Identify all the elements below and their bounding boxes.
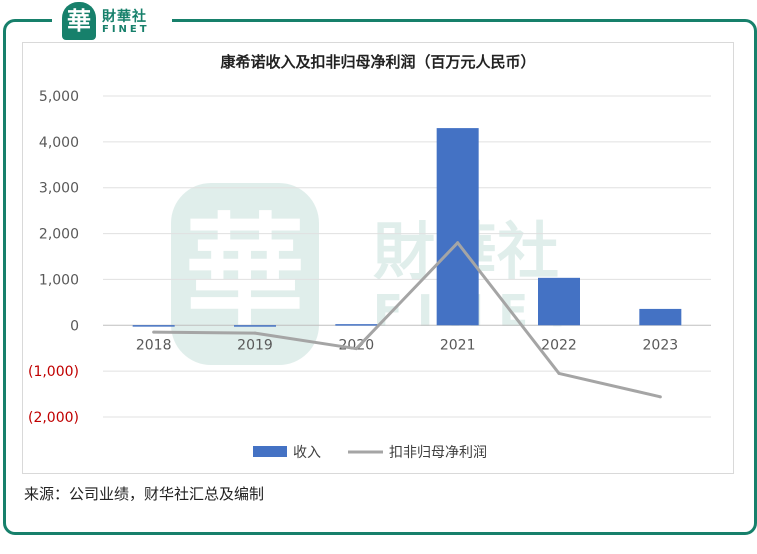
line-point — [658, 395, 662, 399]
line-point — [557, 371, 561, 375]
bar — [234, 325, 276, 327]
finet-logo: 華 財華社 FINET — [52, 0, 172, 44]
y-tick-label: 5,000 — [39, 89, 79, 105]
line-point — [152, 330, 156, 334]
legend-label-line: 扣非归母净利润 — [389, 444, 487, 461]
watermark: 華 財華社 FINET — [171, 183, 572, 365]
x-tick-label: 2018 — [136, 337, 172, 353]
chart-title: 康希诺收入及扣非归母净利润（百万元人民币） — [220, 53, 536, 71]
bar — [538, 277, 580, 326]
chart-svg: 華 財華社 FINET (2,000) (1,000) 0 1,000 2,000 3,0… — [28, 89, 711, 461]
logo-text-cn: 財華社 — [102, 9, 147, 25]
logo-badge: 華 — [62, 2, 96, 40]
y-tick-label: (1,000) — [28, 364, 79, 380]
bar — [436, 128, 479, 326]
x-tick-label: 2019 — [237, 337, 273, 353]
x-tick-label: 2023 — [643, 337, 679, 353]
legend-swatch-bar — [253, 446, 287, 457]
y-tick-label: 1,000 — [39, 272, 79, 288]
x-tick-label: 2021 — [440, 337, 476, 353]
line-point — [253, 331, 257, 335]
y-tick-label: 4,000 — [39, 135, 79, 151]
bar — [639, 308, 682, 326]
line-point — [456, 241, 460, 245]
y-tick-label: 2,000 — [39, 227, 79, 243]
bar — [335, 324, 378, 326]
bar — [132, 325, 175, 327]
x-tick-label: 2022 — [541, 337, 577, 353]
watermark-seal — [171, 183, 319, 365]
chart-area: 康希诺收入及扣非归母净利润（百万元人民币） 華 財華社 FINET (2,000… — [22, 42, 734, 474]
y-tick-label: 0 — [70, 318, 79, 334]
y-tick-label: (2,000) — [28, 410, 79, 426]
watermark-glyph: 華 — [185, 203, 305, 342]
logo-text-en: FINET — [102, 24, 150, 35]
line-point — [354, 347, 358, 351]
y-tick-label: 3,000 — [39, 181, 79, 197]
legend-label-bar: 收入 — [293, 445, 321, 461]
source-note: 来源：公司业绩，财华社汇总及编制 — [24, 485, 265, 503]
line-series — [153, 241, 661, 399]
